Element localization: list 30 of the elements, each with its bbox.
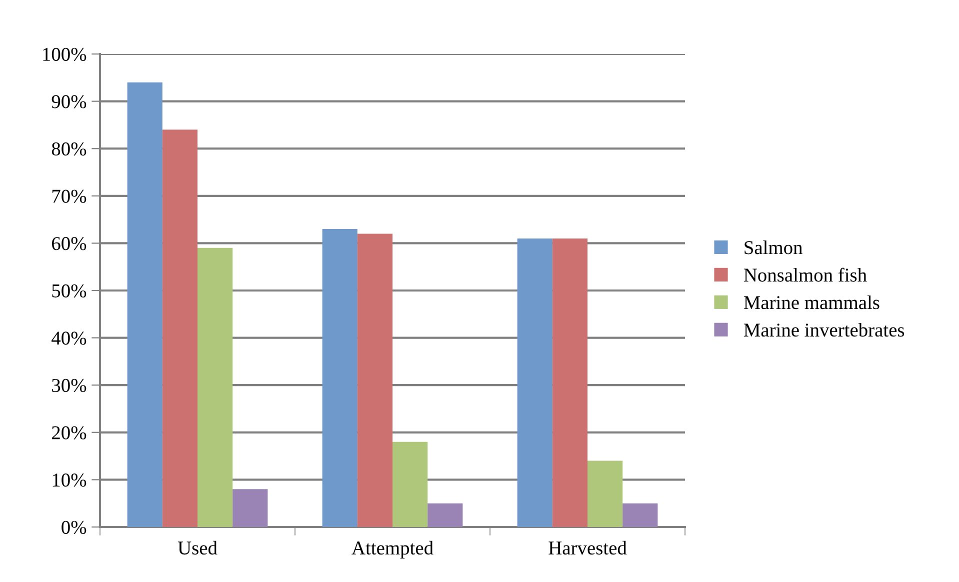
y-tick-label: 100% bbox=[43, 48, 86, 61]
legend-label: Marine mammals bbox=[744, 295, 880, 310]
bar bbox=[322, 229, 358, 527]
y-tick-label: 50% bbox=[52, 284, 86, 298]
bar bbox=[552, 238, 588, 527]
bar bbox=[428, 503, 463, 527]
bar bbox=[622, 503, 658, 527]
bar bbox=[392, 442, 428, 527]
y-tick-label: 80% bbox=[52, 142, 86, 156]
y-tick-label: 70% bbox=[52, 190, 86, 203]
bar bbox=[588, 460, 623, 527]
legend-label: Salmon bbox=[744, 240, 802, 254]
bar bbox=[162, 130, 198, 527]
legend-label: Nonsalmon fish bbox=[744, 268, 867, 282]
legend-label: Marine invertebrates bbox=[744, 322, 904, 337]
y-tick-label: 20% bbox=[52, 426, 86, 440]
x-tick-label: Harvested bbox=[548, 540, 627, 555]
y-tick-label: 60% bbox=[52, 237, 86, 250]
y-tick-label: 90% bbox=[52, 95, 86, 108]
y-tick-label: 10% bbox=[52, 474, 86, 487]
y-tick-label: 30% bbox=[52, 378, 86, 392]
bar bbox=[198, 248, 233, 527]
x-tick-label: Attempted bbox=[352, 540, 434, 559]
y-tick-label: 0% bbox=[62, 520, 86, 534]
bar bbox=[357, 234, 392, 527]
bar bbox=[517, 238, 552, 527]
y-tick-label: 40% bbox=[52, 332, 86, 345]
x-tick-label: Used bbox=[178, 540, 218, 555]
bar bbox=[232, 489, 268, 527]
bar bbox=[127, 82, 162, 527]
